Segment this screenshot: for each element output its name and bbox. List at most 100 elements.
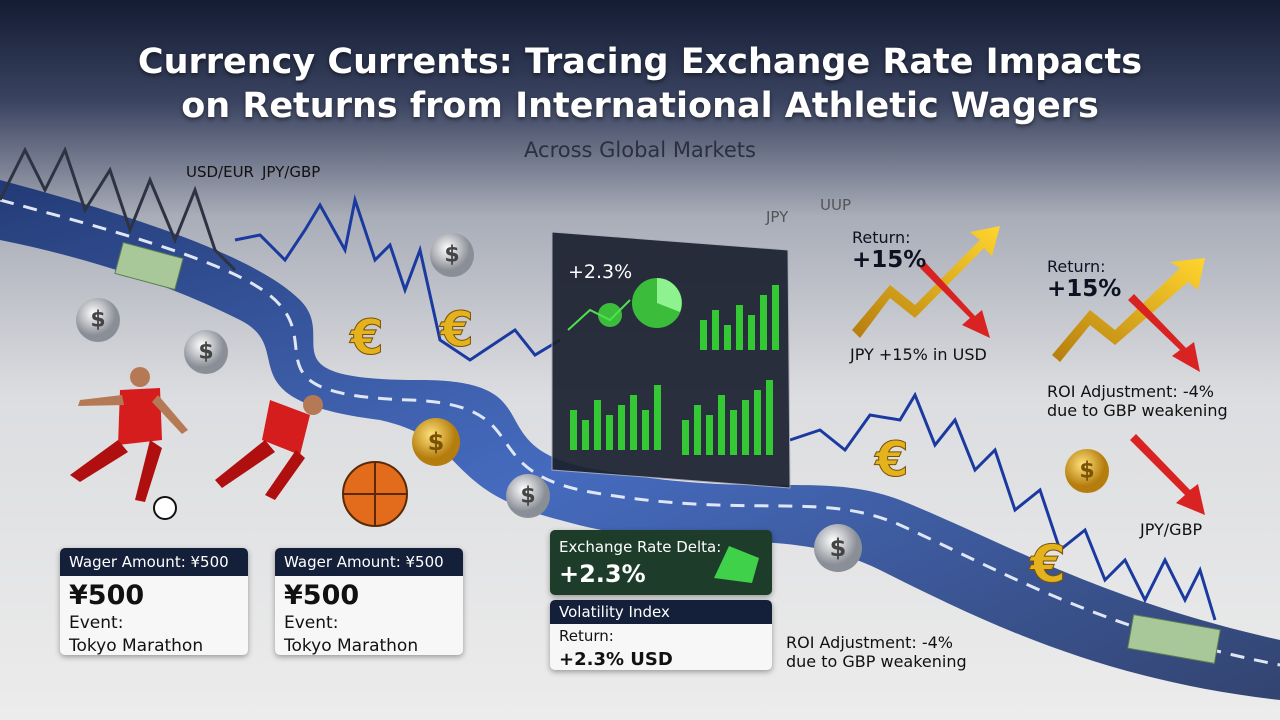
euro-symbol: € [349, 310, 383, 366]
decoration [76, 298, 120, 342]
roi-note: due to GBP weakening [786, 652, 967, 671]
card-header: Exchange Rate Delta: [559, 538, 722, 556]
coin-symbol: $ [1079, 459, 1094, 484]
return-note: ROI Adjustment: -4% [1047, 382, 1215, 401]
exchange-value: +2.3% [559, 560, 646, 588]
decoration [852, 226, 1000, 338]
return-label: Return: [559, 627, 614, 645]
decoration [736, 305, 743, 350]
decoration [760, 295, 767, 350]
decoration [714, 546, 759, 583]
wager-amount: ¥500 [69, 580, 145, 611]
rate-line [234, 194, 561, 362]
coin-symbol: $ [830, 534, 847, 562]
wager-amount: ¥500 [284, 580, 360, 611]
decoration [582, 420, 589, 450]
coins: $ $ $ $ $ $ $ € € € € [76, 233, 1109, 596]
decoration [430, 233, 474, 277]
banknote [1127, 614, 1221, 664]
decoration [814, 524, 862, 572]
decoration [130, 367, 150, 387]
coin-symbol: $ [428, 428, 445, 456]
decoration [1052, 258, 1205, 362]
pair-label: JPY [766, 208, 789, 226]
return-value: +15% [1047, 276, 1122, 302]
decoration [682, 420, 689, 455]
decoration [718, 395, 725, 455]
card-header: Wager Amount: ¥500 [60, 548, 248, 576]
road [0, 180, 1280, 700]
decoration [412, 418, 460, 466]
decoration [570, 410, 577, 450]
decoration [153, 496, 177, 520]
decoration [618, 405, 625, 450]
decoration [754, 390, 761, 455]
pair-label: JPY/GBP [1140, 520, 1203, 539]
pair-label: USD/EUR [186, 163, 254, 181]
decoration [70, 440, 162, 502]
return-note: due to GBP weakening [1047, 401, 1228, 420]
decoration [184, 330, 228, 374]
decoration [712, 310, 719, 350]
decoration [598, 303, 622, 327]
return-value: +2.3% USD [559, 649, 673, 670]
decoration [772, 285, 779, 350]
euro-symbol: € [439, 302, 473, 358]
euro-symbol: € [1029, 535, 1066, 595]
rate-line [0, 146, 237, 272]
coin-symbol: $ [444, 243, 459, 268]
gem-icon [714, 546, 759, 583]
rate-line [789, 391, 1217, 621]
decoration [262, 400, 310, 455]
decoration [303, 395, 323, 415]
volatility-card: Volatility Index Return: +2.3% USD [550, 600, 772, 670]
roi-note: ROI Adjustment: -4% [786, 633, 954, 652]
card-header: Wager Amount: ¥500 [275, 548, 463, 576]
wager-card: Wager Amount: ¥500 ¥500 Event: Tokyo Mar… [275, 548, 463, 655]
decoration [766, 380, 773, 455]
title-line: on Returns from International Athletic W… [181, 86, 1099, 126]
dashboard-value: +2.3% [568, 261, 632, 283]
return-note: JPY +15% in USD [850, 345, 987, 364]
title-line: Currency Currents: Tracing Exchange Rate… [137, 42, 1143, 82]
decoration [706, 415, 713, 455]
decoration [594, 400, 601, 450]
event-name: Tokyo Marathon [284, 636, 419, 655]
decoration [742, 400, 749, 455]
pair-label: UUP [820, 196, 852, 214]
return-callout: Return: +15% [1047, 257, 1121, 302]
event-label: Event: [284, 613, 339, 633]
decoration [606, 415, 613, 450]
wager-card: Wager Amount: ¥500 ¥500 Event: Tokyo Mar… [60, 548, 248, 655]
event-name: Tokyo Marathon [69, 636, 204, 655]
decoration [1130, 434, 1205, 515]
decoration [78, 395, 188, 434]
euro-symbol: € [874, 432, 908, 488]
banknote [114, 241, 184, 291]
decoration [654, 385, 661, 450]
decoration [506, 474, 550, 518]
coin-symbol: $ [520, 484, 535, 509]
decoration [748, 315, 755, 350]
road-edge [0, 198, 1280, 667]
decoration [1065, 449, 1109, 493]
subtitle: Across Global Markets [524, 138, 756, 162]
coin-symbol: $ [198, 340, 213, 365]
return-label: Return: [852, 228, 911, 247]
decoration [570, 285, 779, 455]
decoration [642, 410, 649, 450]
decoration [657, 278, 682, 312]
decoration [724, 325, 731, 350]
decoration [694, 405, 701, 455]
decoration [118, 388, 162, 445]
decoration [215, 440, 305, 500]
card-header: Volatility Index [550, 600, 772, 624]
decoration [700, 320, 707, 350]
decoration [920, 262, 990, 338]
coin-symbol: $ [90, 308, 105, 333]
return-value: +15% [852, 247, 927, 273]
decoration [630, 395, 637, 450]
